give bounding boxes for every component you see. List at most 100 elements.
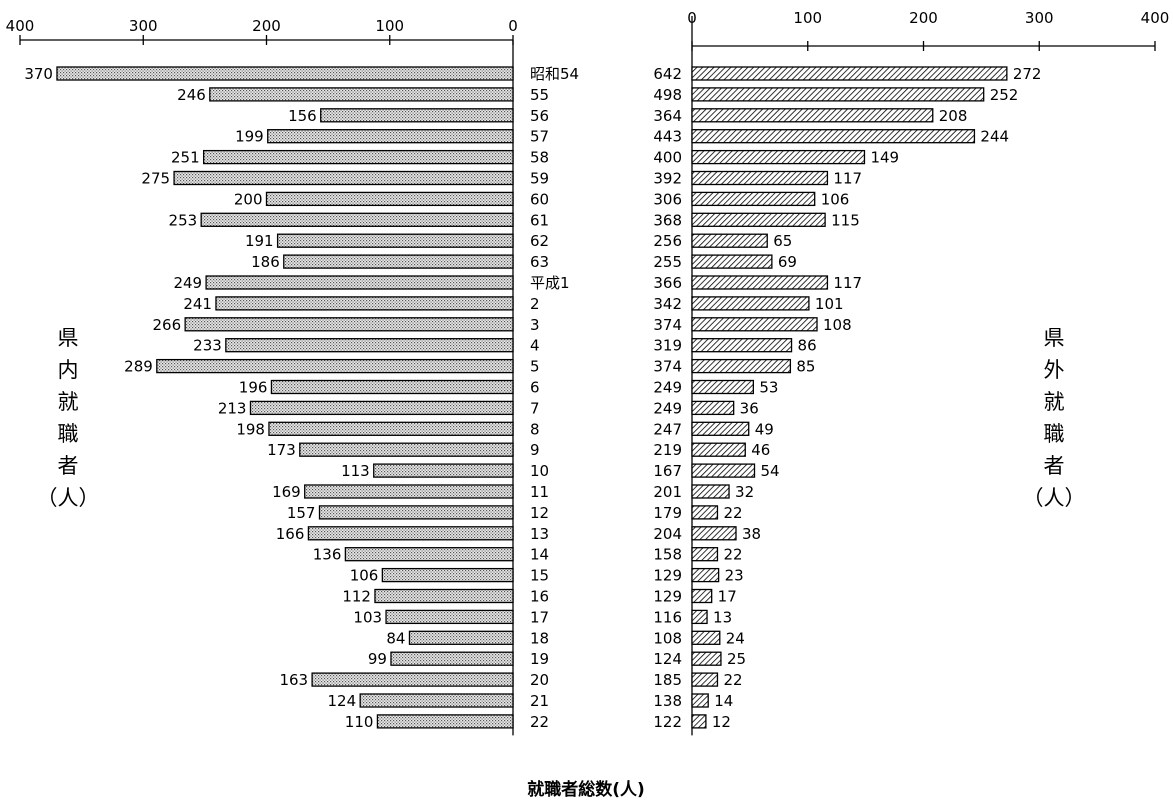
right-label-unit: （人）	[1023, 486, 1086, 510]
left-value-label: 103	[353, 608, 382, 626]
left-value-label: 253	[169, 211, 198, 229]
right-value-label: 108	[823, 316, 852, 334]
left-value-label: 84	[386, 629, 405, 647]
category-label: 62	[530, 232, 549, 250]
total-label: 122	[653, 713, 682, 731]
left-value-label: 173	[267, 441, 296, 459]
right-value-label: 22	[723, 671, 742, 689]
category-label: 21	[530, 692, 549, 710]
right-bar	[692, 590, 712, 603]
total-label: 249	[653, 379, 682, 397]
right-bar	[692, 88, 984, 101]
right-label-char: 職	[1044, 422, 1065, 446]
right-bar	[692, 67, 1007, 80]
right-bar	[692, 276, 827, 289]
right-bar	[692, 485, 729, 498]
left-bar	[57, 67, 513, 80]
right-bar	[692, 652, 721, 665]
right-value-label: 208	[939, 107, 968, 125]
left-tick-label: 200	[252, 17, 281, 35]
left-value-label: 166	[276, 525, 305, 543]
category-label: 昭和54	[530, 65, 579, 83]
left-bar	[300, 443, 513, 456]
left-value-label: 196	[239, 379, 268, 397]
category-label: 60	[530, 190, 549, 208]
right-value-label: 32	[735, 483, 754, 501]
left-value-label: 124	[328, 692, 357, 710]
total-label: 306	[653, 190, 682, 208]
left-bar	[319, 506, 513, 519]
left-value-label: 169	[272, 483, 301, 501]
left-axis: 400 300 200 100 0	[6, 17, 518, 735]
right-value-label: 14	[714, 692, 733, 710]
right-bar	[692, 673, 717, 686]
right-bar	[692, 527, 736, 540]
right-bar	[692, 255, 772, 268]
right-bar	[692, 339, 792, 352]
left-tick-label: 100	[375, 17, 404, 35]
left-bar	[185, 318, 513, 331]
left-series-label: 県 内 就 職 者 （人）	[37, 326, 100, 510]
total-label: 392	[653, 170, 682, 188]
total-label: 124	[653, 650, 682, 668]
right-label-char: 者	[1044, 454, 1065, 478]
left-bar	[278, 234, 513, 247]
left-value-label: 198	[236, 420, 265, 438]
total-label: 204	[653, 525, 682, 543]
category-label: 9	[530, 441, 540, 459]
right-bar	[692, 109, 933, 122]
total-label: 108	[653, 629, 682, 647]
right-bar	[692, 381, 753, 394]
category-label: 18	[530, 629, 549, 647]
left-value-label: 163	[279, 671, 308, 689]
total-label: 319	[653, 337, 682, 355]
left-bar	[305, 485, 513, 498]
right-bar	[692, 422, 749, 435]
left-bar	[269, 422, 513, 435]
left-bar	[375, 590, 513, 603]
total-label: 498	[653, 86, 682, 104]
left-bar	[386, 610, 513, 623]
right-value-label: 46	[751, 441, 770, 459]
category-label: 平成1	[530, 274, 570, 292]
right-value-label: 36	[740, 399, 759, 417]
left-value-label: 370	[24, 65, 53, 83]
right-bar	[692, 631, 720, 644]
left-bar	[391, 652, 513, 665]
left-bar	[308, 527, 513, 540]
right-bar	[692, 172, 827, 185]
category-label: 13	[530, 525, 549, 543]
right-bar	[692, 569, 719, 582]
total-label: 138	[653, 692, 682, 710]
total-label: 167	[653, 462, 682, 480]
right-bar	[692, 506, 717, 519]
left-bar	[284, 255, 513, 268]
left-bar	[226, 339, 513, 352]
total-label: 185	[653, 671, 682, 689]
left-bar	[210, 88, 513, 101]
total-label: 400	[653, 149, 682, 167]
category-label: 15	[530, 567, 549, 585]
left-value-label: 275	[141, 170, 170, 188]
total-label: 247	[653, 420, 682, 438]
left-bar	[204, 151, 513, 164]
left-bar	[345, 548, 513, 561]
total-label: 374	[653, 358, 682, 376]
left-bar	[157, 360, 513, 373]
left-bar	[174, 172, 513, 185]
left-bar	[312, 673, 513, 686]
right-tick-label: 400	[1141, 9, 1170, 27]
right-bar	[692, 192, 815, 205]
category-label: 57	[530, 128, 549, 146]
category-label: 58	[530, 149, 549, 167]
left-bar	[268, 130, 513, 143]
right-value-label: 117	[833, 170, 862, 188]
left-value-label: 113	[341, 462, 370, 480]
category-label: 59	[530, 170, 549, 188]
total-label: 342	[653, 295, 682, 313]
right-value-label: 23	[725, 567, 744, 585]
total-label: 366	[653, 274, 682, 292]
total-label: 443	[653, 128, 682, 146]
category-label: 22	[530, 713, 549, 731]
